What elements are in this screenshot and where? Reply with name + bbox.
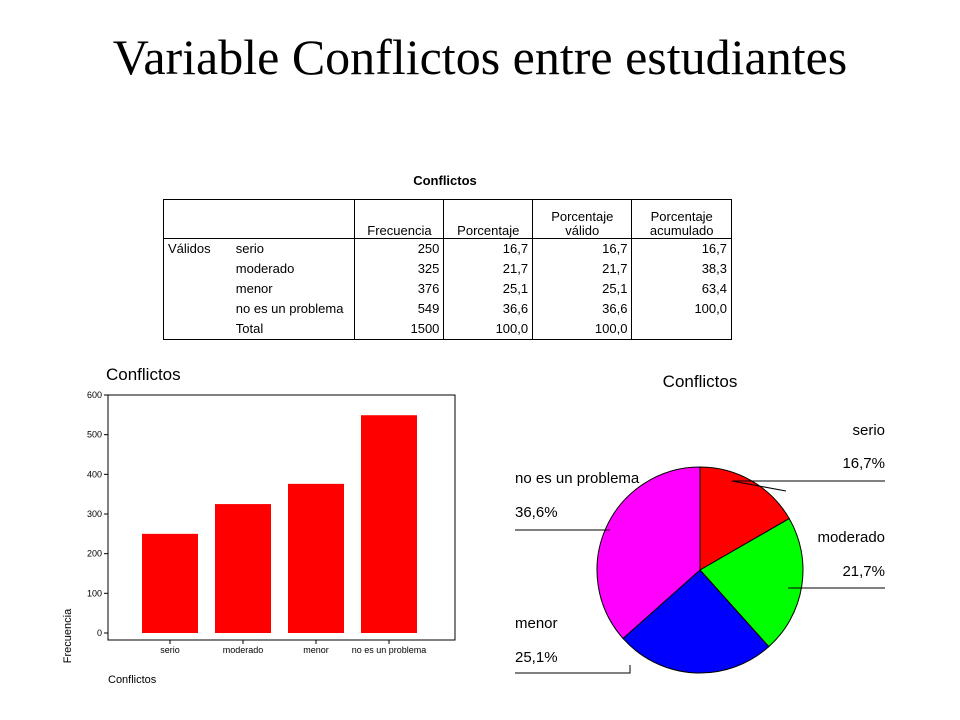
row-group-label [164,319,232,340]
pie-chart-title: Conflictos [663,372,738,391]
bar-y-tick-label: 600 [87,390,102,400]
header-frecuencia: Frecuencia [354,199,444,239]
table-row: Válidos serio 250 16,7 16,7 16,7 [164,238,732,259]
bar-plot-frame [107,394,456,641]
row-porcentaje: 25,1 [443,279,533,299]
row-label: moderado [235,261,295,276]
pie-label-name: menor [515,615,558,632]
bar-x-tick-label: no es un problema [352,645,427,655]
row-porcentaje-acumulado: 100,0 [631,299,732,319]
row-porcentaje-valido: 25,1 [532,279,632,299]
bar-moderado [215,504,271,633]
pie-slice-moderado [699,517,804,648]
row-porcentaje-valido: 21,7 [532,259,632,279]
header-group-cell [163,199,232,239]
row-porcentaje-valido: 36,6 [532,299,632,319]
row-porcentaje-acumulado: 63,4 [631,279,732,299]
pie-label-name: serio [852,422,885,439]
bar-y-tick-label: 500 [87,430,102,440]
row-porcentaje-acumulado [631,319,732,340]
bar-y-tick-label: 200 [87,549,102,559]
pie-leader-line [515,665,631,674]
row-group-label [164,279,232,299]
bar-no-es-un-problema [361,415,417,633]
row-group-label: Válidos [168,241,211,256]
bar-chart: Conflictos 0 100 200 300 400 500 600 serio moder… [62,365,456,686]
bar-x-tick-label: menor [303,645,329,655]
pie-slice-menor [622,569,770,674]
row-porcentaje: 16,7 [443,238,533,259]
table-row: Total 1500 100,0 100,0 [164,319,732,340]
header-porcentaje-acumulado: Porcentaje acumulado [631,199,732,239]
pie-chart: Conflictos serio 16,7% moderado 21,7% menor 2… [515,372,885,674]
header-porcentaje-valido: Porcentaje válido [532,199,632,239]
pie-label-name: no es un problema [515,470,640,487]
table-row: menor 376 25,1 25,1 63,4 [164,279,732,299]
bar-serio [142,533,198,633]
bar-x-tick-label: serio [160,645,180,655]
bar-menor [288,483,344,633]
row-porcentaje-acumulado: 38,3 [631,259,732,279]
row-label: Total [235,321,264,336]
row-porcentaje: 21,7 [443,259,533,279]
row-frecuencia: 325 [354,259,444,279]
table-row: moderado 325 21,7 21,7 38,3 [164,259,732,279]
pie-label-value: 36,6% [515,504,558,521]
row-frecuencia: 376 [354,279,444,299]
row-porcentaje-valido: 100,0 [532,319,632,340]
pie-leader-line [731,480,885,492]
bar-chart-title: Conflictos [106,365,181,384]
row-porcentaje-valido: 16,7 [532,238,632,259]
header-porcentaje: Porcentaje [443,199,533,239]
row-frecuencia: 1500 [354,319,444,340]
bar-x-axis-label: Conflictos [108,674,157,686]
row-frecuencia: 250 [354,238,444,259]
table-title: Conflictos [413,173,477,188]
pie-slice-no-es-un-problema [596,466,701,640]
row-group-label [164,259,232,279]
bar-y-axis-label: Frecuencia [62,608,74,663]
slide-title: Variable Conflictos entre estudiantes [112,29,848,85]
row-label: serio [235,241,264,256]
row-porcentaje-acumulado: 16,7 [631,238,732,259]
pie-label-name: moderado [817,529,885,546]
bar-x-tick-label: moderado [223,645,264,655]
header-label-cell [231,199,355,239]
pie-label-value: 25,1% [515,649,558,666]
row-label: menor [235,281,273,296]
pie-label-value: 16,7% [842,455,885,472]
row-label: no es un problema [235,301,344,316]
pie-label-value: 21,7% [842,563,885,580]
row-porcentaje: 36,6 [443,299,533,319]
row-group-label [164,299,232,319]
bar-y-tick-label: 300 [87,509,102,519]
bar-y-tick-label: 0 [97,628,102,638]
bar-y-tick-label: 400 [87,469,102,479]
row-frecuencia: 549 [354,299,444,319]
bar-y-tick-label: 100 [87,588,102,598]
row-porcentaje: 100,0 [443,319,533,340]
table-header-row: Frecuencia Porcentaje Porcentaje válido … [163,199,732,239]
frequency-table: Frecuencia Porcentaje Porcentaje válido … [163,199,732,340]
table-row: no es un problema 549 36,6 36,6 100,0 [164,299,732,319]
